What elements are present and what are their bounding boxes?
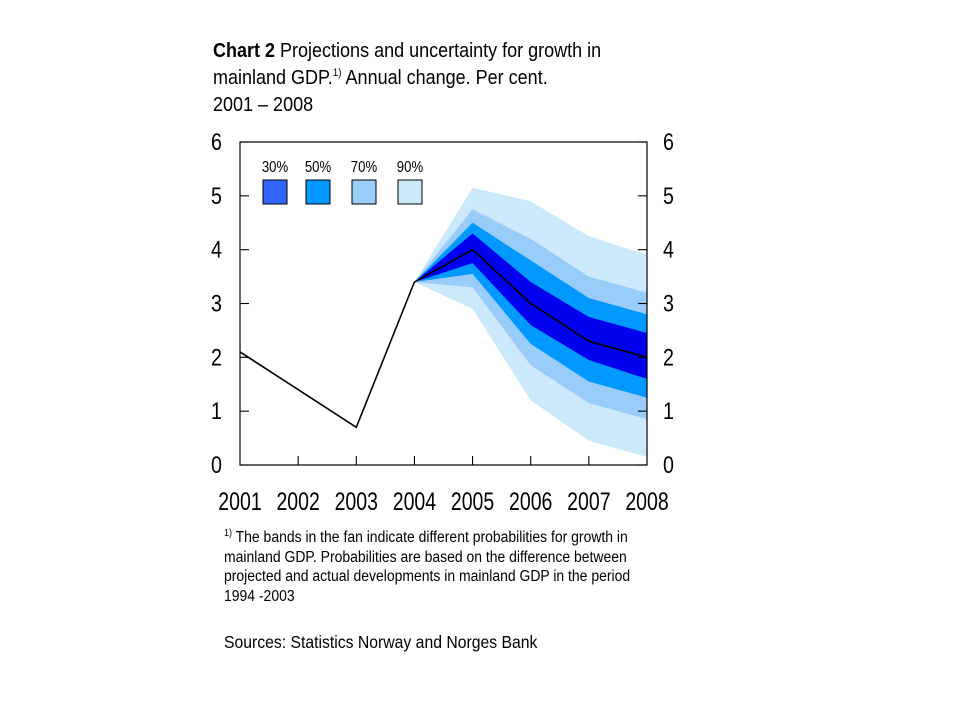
legend-label-70: 70%: [351, 159, 378, 176]
y-tick-label-right: 5: [663, 182, 674, 209]
title-line-2: mainland GDP.1) Annual change. Per cent.: [213, 65, 627, 92]
title-text-line-1: Projections and uncertainty for growth i…: [280, 40, 602, 62]
band-30: [414, 233, 647, 379]
y-tick-label-left: 5: [211, 182, 222, 209]
x-tick-label: 2007: [567, 488, 610, 516]
y-tick-label-right: 6: [663, 128, 674, 155]
legend-label-50: 50%: [305, 159, 332, 176]
y-tick-label-right: 4: [663, 236, 674, 263]
y-tick-label-left: 6: [211, 128, 222, 155]
y-tick-label-right: 3: [663, 290, 674, 317]
legend: 30% 50% 70% 90%: [262, 159, 424, 205]
title-chart-label: Chart 2: [213, 40, 276, 62]
x-tick-label: 2002: [276, 488, 319, 516]
title-line-3: 2001 – 2008: [213, 92, 627, 119]
legend-swatch-50: [305, 179, 331, 205]
footnote-text: The bands in the fan indicate different …: [224, 529, 631, 605]
x-tick-label: 2003: [335, 488, 378, 516]
title-line-1: Chart 2 Projections and uncertainty for …: [213, 38, 627, 65]
legend-swatch-90: [397, 179, 423, 205]
y-tick-label-left: 2: [211, 343, 222, 370]
x-tick-label: 2004: [393, 488, 436, 516]
y-tick-label-left: 0: [211, 451, 222, 478]
y-tick-label-left: 1: [211, 397, 222, 424]
legend-label-90: 90%: [397, 159, 424, 176]
y-tick-label-left: 4: [211, 236, 222, 263]
y-tick-label-right: 2: [663, 343, 674, 370]
y-tick-label-left: 3: [211, 290, 222, 317]
chart-title: Chart 2 Projections and uncertainty for …: [213, 38, 627, 119]
ticks-layer: 0 0 1 1 2 2 3 3 4 4 5 5 6 6 2001 2002 2003 2004 2005 2006 20…: [211, 128, 674, 515]
legend-label-30: 30%: [262, 159, 289, 176]
sources: Sources: Statistics Norway and Norges Ba…: [224, 632, 538, 652]
footnote: 1) The bands in the fan indicate differe…: [224, 528, 647, 606]
growth-line: [239, 248, 648, 429]
title-text-line-2a: mainland GDP.: [213, 67, 333, 89]
title-text-line-2b: Annual change. Per cent.: [341, 67, 548, 89]
legend-swatch-70: [351, 179, 377, 205]
x-tick-label: 2006: [509, 488, 552, 516]
footnote-marker: 1): [224, 528, 233, 539]
x-tick-label: 2005: [451, 488, 494, 516]
y-tick-label-right: 0: [663, 451, 674, 478]
bands-layer: [414, 187, 647, 457]
y-tick-label-right: 1: [663, 397, 674, 424]
legend-swatch-30: [262, 179, 288, 205]
x-tick-label: 2001: [218, 488, 261, 516]
title-footnote-ref: 1): [332, 67, 342, 79]
x-tick-label: 2008: [625, 488, 668, 516]
line-layer: [239, 248, 648, 429]
title-text-line-3: 2001 – 2008: [213, 94, 314, 116]
